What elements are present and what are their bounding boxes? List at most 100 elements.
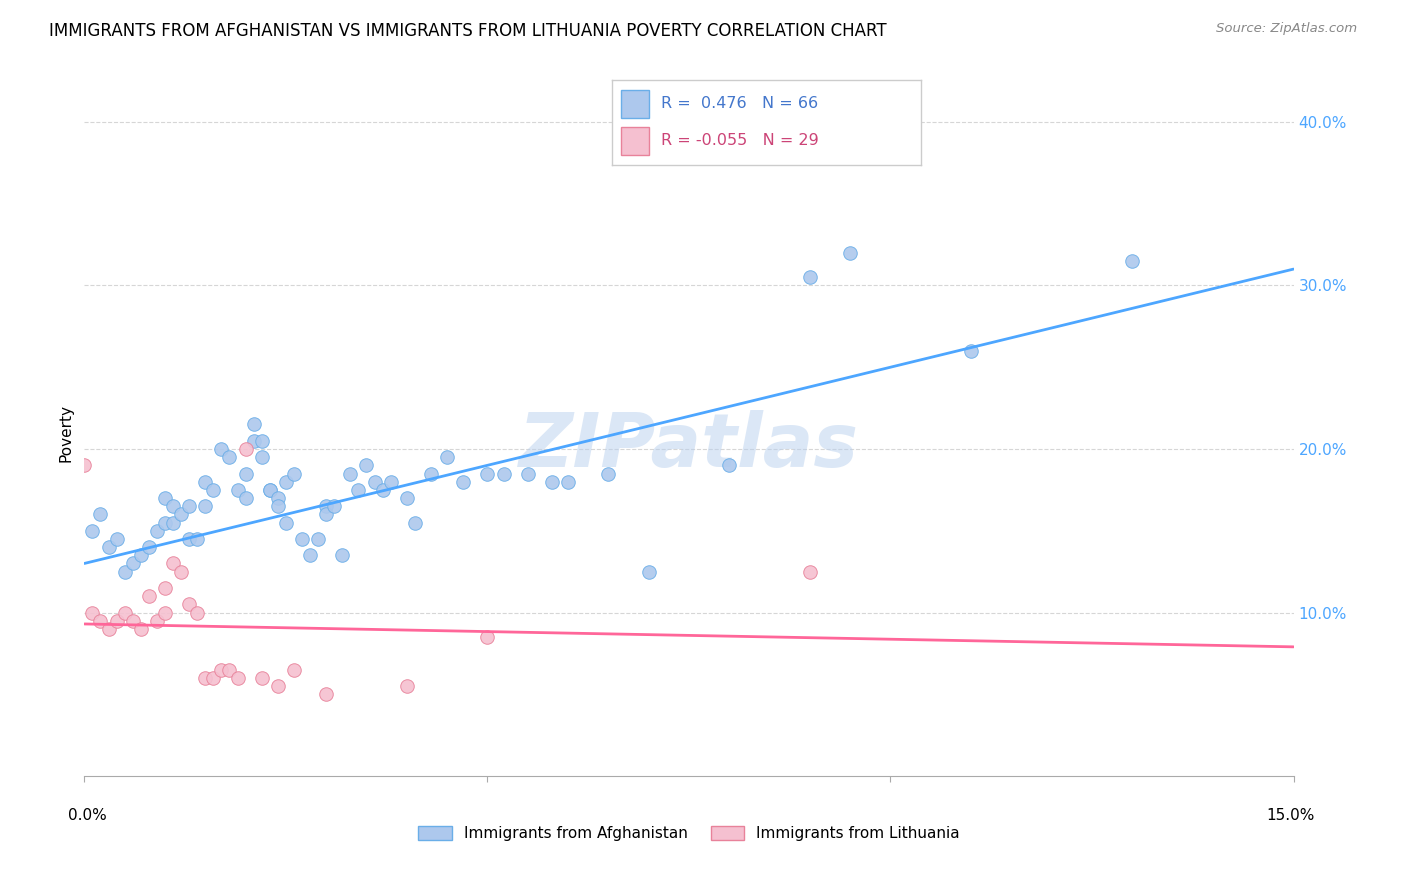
Point (799, 270, 821, 285)
Point (146, 614, 169, 628)
Point (436, 450, 458, 464)
Point (283, 467, 305, 481)
Point (259, 483, 281, 497)
Point (380, 475, 402, 489)
Point (153, 581, 176, 595)
Point (250, 450, 273, 464)
Point (82, 606, 104, 620)
Point (451, 475, 474, 489)
Point (129, 548, 152, 563)
Point (259, 483, 281, 497)
Point (162, 499, 184, 513)
Y-axis label: Poverty: Poverty (58, 403, 73, 462)
Point (371, 483, 394, 497)
Point (73, 458, 96, 473)
Point (299, 548, 322, 563)
Point (718, 458, 741, 473)
Point (153, 606, 176, 620)
Point (114, 606, 136, 620)
Point (146, 524, 169, 538)
Point (235, 442, 257, 456)
Point (129, 622, 152, 636)
Point (1121, 253, 1143, 268)
Text: R = -0.055   N = 29: R = -0.055 N = 29 (661, 133, 818, 147)
Point (839, 245, 862, 260)
Point (202, 483, 225, 497)
Point (170, 565, 193, 579)
Text: IMMIGRANTS FROM AFGHANISTAN VS IMMIGRANTS FROM LITHUANIA POVERTY CORRELATION CHA: IMMIGRANTS FROM AFGHANISTAN VS IMMIGRANT… (49, 22, 887, 40)
Point (267, 679, 290, 693)
Point (235, 467, 257, 481)
Point (179, 499, 201, 513)
Point (170, 508, 193, 522)
Text: Source: ZipAtlas.com: Source: ZipAtlas.com (1216, 22, 1357, 36)
Point (179, 532, 201, 546)
Point (105, 614, 128, 628)
Point (82, 524, 104, 538)
Point (356, 458, 378, 473)
Point (598, 467, 620, 481)
Point (315, 508, 337, 522)
Point (477, 630, 499, 644)
Point (347, 483, 370, 497)
Point (162, 557, 184, 571)
Point (274, 475, 297, 489)
Point (315, 499, 337, 513)
Point (97, 622, 120, 636)
Point (420, 467, 443, 481)
Point (291, 532, 314, 546)
Point (162, 516, 184, 530)
Point (404, 516, 426, 530)
Point (97, 540, 120, 554)
Point (516, 467, 538, 481)
Text: ZIPatlas: ZIPatlas (519, 409, 859, 483)
Point (194, 499, 217, 513)
Point (242, 417, 264, 432)
Point (121, 614, 143, 628)
Point (114, 565, 136, 579)
Point (209, 663, 232, 677)
Point (218, 450, 240, 464)
Point (250, 434, 273, 448)
Text: 15.0%: 15.0% (1267, 808, 1315, 823)
Point (330, 548, 353, 563)
Point (242, 434, 264, 448)
Point (153, 516, 176, 530)
Point (799, 565, 821, 579)
Point (339, 467, 361, 481)
Point (492, 467, 515, 481)
Point (226, 671, 249, 685)
Point (960, 343, 983, 358)
Point (194, 671, 217, 685)
Point (138, 589, 160, 603)
Point (315, 687, 337, 701)
Point (267, 499, 290, 513)
Point (267, 491, 290, 505)
Point (637, 565, 659, 579)
Point (105, 532, 128, 546)
Point (218, 663, 240, 677)
Point (395, 491, 418, 505)
Point (89, 508, 111, 522)
Text: 0.0%: 0.0% (67, 808, 107, 823)
Point (363, 475, 385, 489)
Point (89, 614, 111, 628)
Point (307, 532, 329, 546)
Point (283, 663, 305, 677)
Text: R =  0.476   N = 66: R = 0.476 N = 66 (661, 96, 818, 112)
Point (186, 606, 208, 620)
Point (194, 475, 217, 489)
Point (250, 671, 273, 685)
Legend: Immigrants from Afghanistan, Immigrants from Lithuania: Immigrants from Afghanistan, Immigrants … (412, 820, 966, 847)
Point (138, 540, 160, 554)
FancyBboxPatch shape (621, 127, 648, 155)
Point (323, 499, 346, 513)
Point (121, 557, 143, 571)
Point (186, 532, 208, 546)
Point (179, 598, 201, 612)
Point (153, 491, 176, 505)
Point (395, 679, 418, 693)
Point (202, 671, 225, 685)
FancyBboxPatch shape (621, 89, 648, 118)
Point (477, 467, 499, 481)
